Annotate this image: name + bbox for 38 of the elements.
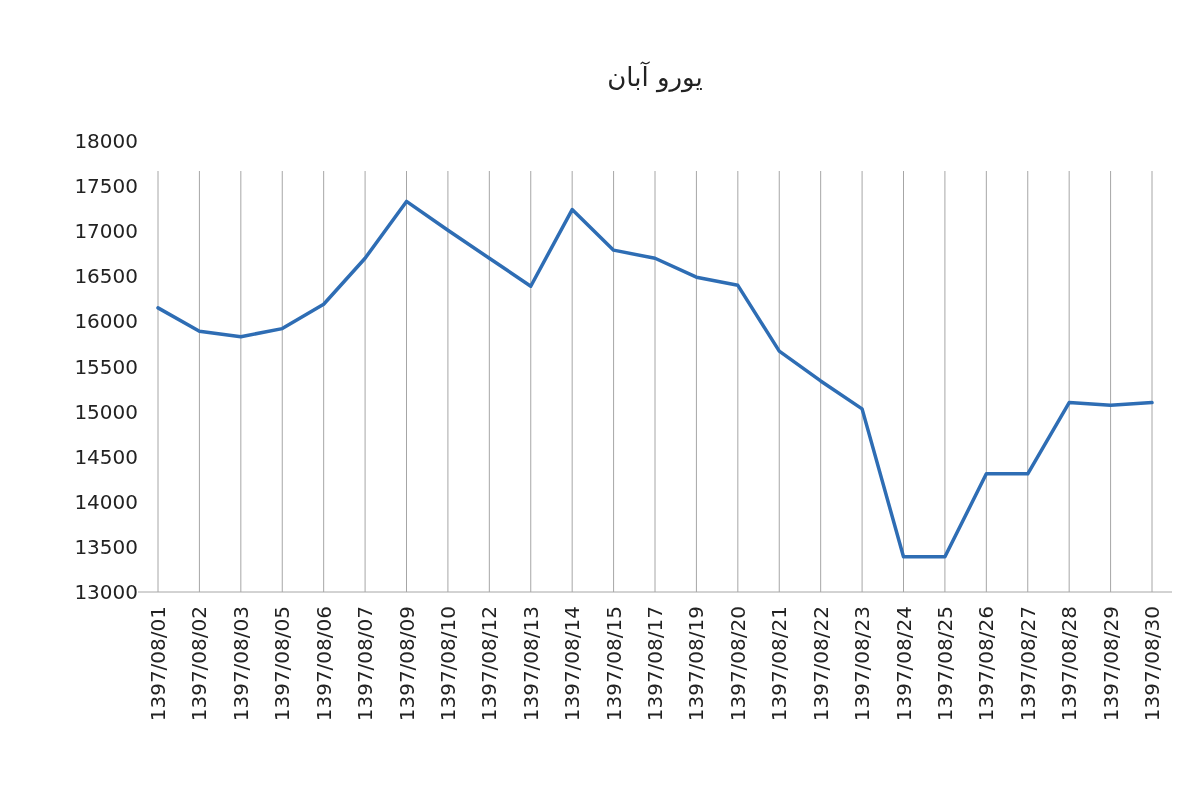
y-tick-label: 17500: [74, 174, 138, 199]
y-tick-label: 16500: [74, 264, 138, 289]
y-tick-label: 17000: [74, 219, 138, 244]
x-tick-label: 1397/08/14: [560, 606, 585, 722]
y-tick-label: 13500: [74, 534, 138, 559]
x-tick-label: 1397/08/05: [270, 606, 295, 722]
x-tick-label: 1397/08/21: [767, 606, 792, 722]
x-tick-label: 1397/08/26: [974, 606, 999, 722]
x-tick-label: 1397/08/20: [725, 606, 750, 722]
x-tick-label: 1397/08/13: [518, 606, 543, 722]
x-tick-label: 1397/08/30: [1140, 606, 1164, 722]
x-tick-label: 1397/08/25: [932, 606, 957, 722]
x-tick-label: 1397/08/15: [601, 606, 626, 722]
y-tick-label: 15500: [74, 354, 138, 379]
y-tick-label: 18000: [74, 129, 138, 153]
y-tick-label: 16000: [74, 309, 138, 334]
y-tick-label: 14000: [74, 489, 138, 514]
x-tick-label: 1397/08/24: [891, 606, 916, 722]
x-tick-label: 1397/08/22: [808, 606, 833, 722]
x-tick-label: 1397/08/10: [435, 606, 460, 722]
line-series: [156, 199, 1154, 559]
x-tick-label: 1397/08/17: [643, 606, 667, 722]
x-tick-label: 1397/08/28: [1057, 606, 1082, 722]
x-tick-label: 1397/08/29: [1098, 606, 1123, 722]
x-tick-label: 1397/08/07: [353, 606, 378, 722]
chart-title: یورو آبان: [607, 61, 703, 93]
x-tick-label: 1397/08/23: [850, 606, 875, 722]
y-tick-label: 13000: [74, 580, 138, 604]
y-tick-label: 14500: [74, 444, 138, 469]
x-tick-label: 1397/08/09: [394, 606, 419, 722]
x-tick-label: 1397/08/03: [228, 606, 253, 722]
x-tick-label: 1397/08/27: [1015, 606, 1040, 722]
x-tick-label: 1397/08/01: [146, 606, 170, 722]
x-tick-label: 1397/08/02: [187, 606, 212, 722]
x-tick-label: 1397/08/06: [311, 606, 336, 722]
x-tick-label: 1397/08/19: [684, 606, 709, 722]
y-tick-label: 15000: [74, 399, 138, 424]
x-tick-label: 1397/08/12: [477, 606, 502, 722]
